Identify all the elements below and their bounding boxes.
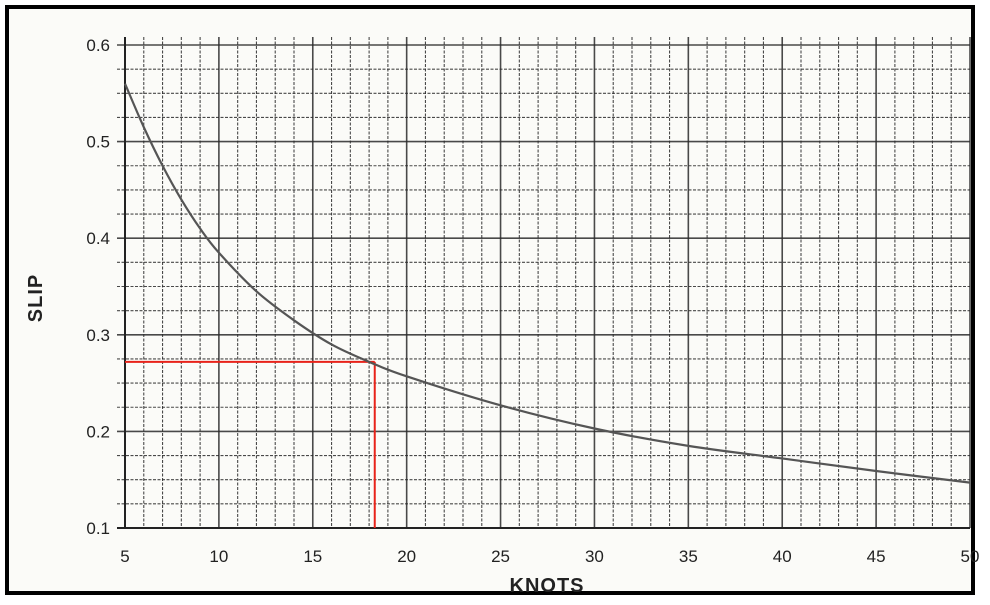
x-axis-title: KNOTS [510,575,585,597]
x-tick-label: 5 [120,547,129,566]
series-line-0 [123,83,971,484]
series-layer [123,83,971,484]
y-tick-label: 0.3 [86,326,110,345]
x-tick-label: 15 [303,547,322,566]
x-tick-label: 30 [585,547,604,566]
x-tick-label: 50 [961,547,980,566]
y-tick-label: 0.2 [86,422,110,441]
x-tick-label: 20 [397,547,416,566]
y-tick-label: 0.6 [86,36,110,55]
y-tick-label: 0.5 [86,133,110,152]
grid [117,37,971,529]
x-tick-label: 40 [773,547,792,566]
chart-frame [5,5,975,595]
y-tick-label: 0.4 [86,229,110,248]
y-axis-ticks: 0.1 0.2 0.3 0.4 0.5 0.6 [86,36,110,538]
x-tick-label: 25 [491,547,510,566]
x-tick-label: 45 [867,547,886,566]
reference-lines [125,360,376,528]
x-axis-ticks: 5 10 15 20 25 30 35 40 45 50 [120,547,979,566]
y-tick-label: 0.1 [86,519,110,538]
x-tick-label: 10 [209,547,228,566]
y-axis-title: SLIP [25,274,47,322]
x-tick-label: 35 [679,547,698,566]
